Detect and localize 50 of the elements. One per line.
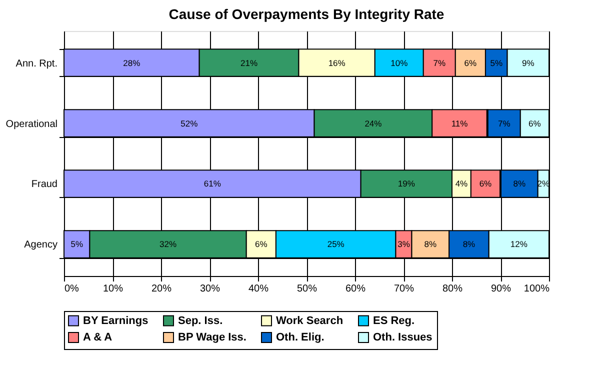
x-tick-label: 90% [490,284,512,294]
y-tick-label: Fraud [31,179,58,190]
data-label: 8% [462,239,476,250]
legend-label: Oth. Issues [373,332,432,344]
data-label: 61% [204,178,222,189]
x-tick-label: 70% [394,284,414,294]
data-label: 6% [255,239,268,250]
data-label: 16% [328,58,346,68]
data-label: 5% [70,239,84,250]
data-label: 6% [479,178,492,189]
data-label: 28% [123,58,141,68]
x-tick-label: 20% [151,284,172,294]
x-tick-label: 80% [442,284,463,294]
x-tick-label: 0% [64,284,80,294]
data-label: 11% [451,118,468,128]
legend-label: ES Reg. [373,314,415,327]
data-label: 4% [455,178,468,189]
legend-label: Work Search [276,314,344,327]
data-label: 5% [490,58,503,68]
legend-label: A & A [83,332,112,344]
x-tick-label: 10% [102,284,124,294]
data-label: 19% [398,178,416,189]
y-tick-label: Ann. Rpt. [16,58,58,70]
legend-label: BP Wage Iss. [178,332,246,344]
data-label: 24% [364,118,382,128]
y-tick-label: Operational [6,118,58,130]
data-label: 21% [240,58,258,68]
data-label: 8% [424,239,437,250]
data-label: 8% [513,178,526,189]
x-tick-label: 30% [200,284,220,294]
data-label: 25% [327,239,345,250]
data-label: 6% [464,58,478,68]
data-label: 32% [160,239,177,250]
x-tick-label: 100% [524,284,550,294]
legend-label: Oth. Elig. [276,332,324,344]
data-label: 10% [390,58,408,68]
y-tick-label: Agency [24,240,58,251]
data-label: 12% [510,239,528,250]
data-label: 6% [528,118,542,128]
data-label: 3% [398,239,410,250]
x-tick-label: 50% [296,284,318,294]
data-label: 9% [522,58,535,68]
x-tick-label: 60% [345,284,366,294]
data-label: 7% [498,118,511,128]
legend-label: Sep. Iss. [178,314,223,327]
chart-title: Cause of Overpayments By Integrity Rate [168,6,444,22]
data-label: 7% [433,58,446,68]
data-label: 52% [180,118,198,128]
x-tick-label: 40% [248,284,269,294]
legend-label: BY Earnings [83,314,148,327]
